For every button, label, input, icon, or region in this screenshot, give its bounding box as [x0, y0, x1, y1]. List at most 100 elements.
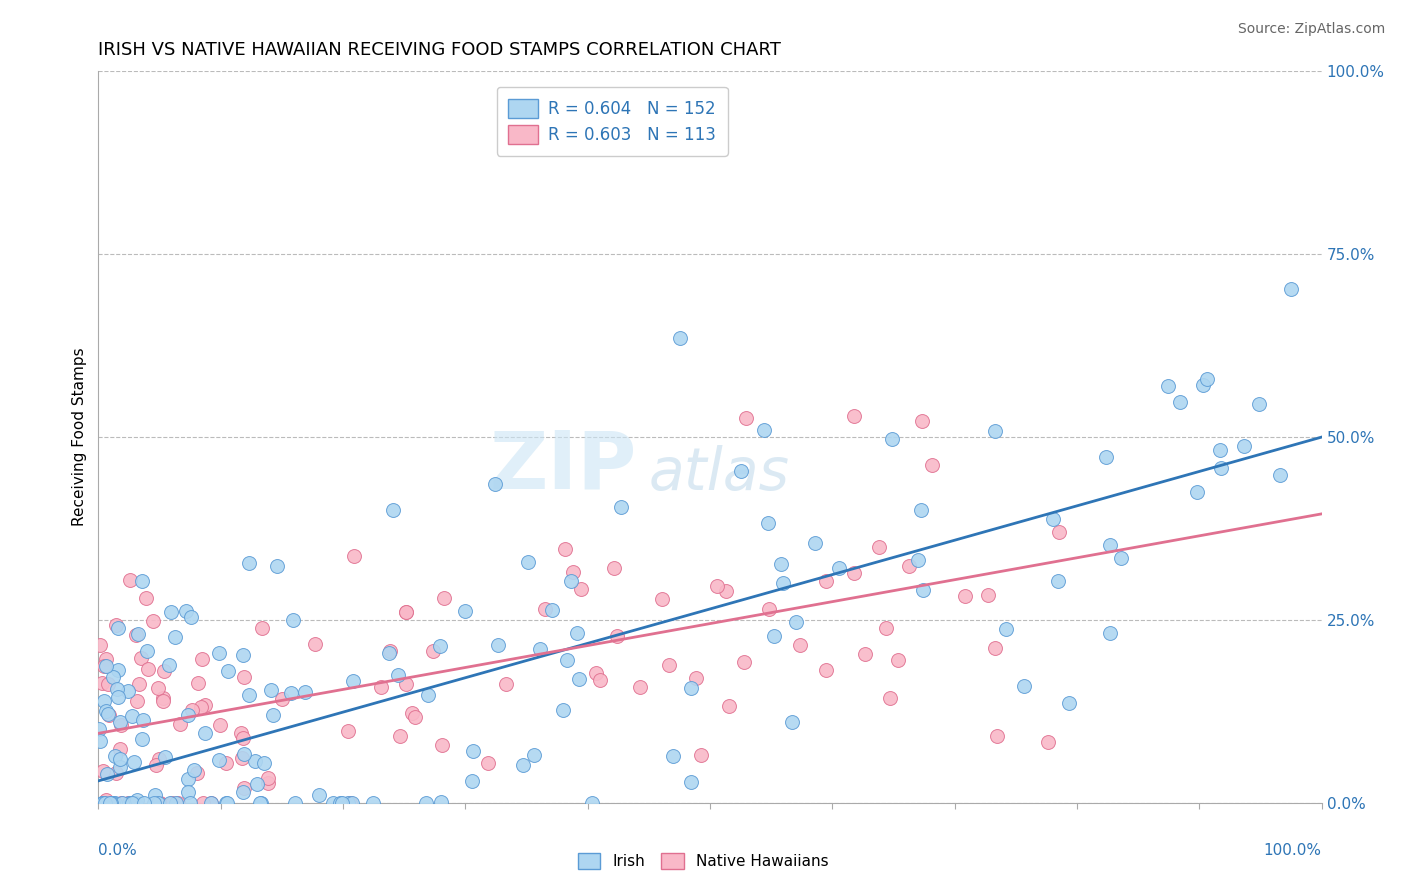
Point: [387, 667, 409, 681]
Point: [125, 694, 148, 708]
Point: [827, 560, 849, 574]
Point: [308, 788, 330, 802]
Point: [104, 617, 127, 632]
Point: [97, 796, 120, 810]
Point: [87, 722, 110, 736]
Point: [146, 681, 169, 695]
Point: [94, 796, 117, 810]
Point: [418, 688, 440, 702]
Point: [249, 796, 271, 810]
Point: [177, 785, 200, 799]
Point: [669, 330, 692, 344]
Point: [679, 681, 702, 696]
Point: [529, 642, 551, 657]
Point: [176, 707, 198, 722]
Point: [785, 615, 807, 629]
Point: [1059, 696, 1081, 710]
Point: [758, 602, 780, 616]
Text: IRISH VS NATIVE HAWAIIAN RECEIVING FOOD STAMPS CORRELATION CHART: IRISH VS NATIVE HAWAIIAN RECEIVING FOOD …: [98, 41, 782, 59]
Point: [200, 796, 222, 810]
Point: [159, 796, 181, 810]
Point: [1270, 467, 1292, 482]
Point: [718, 698, 741, 713]
Point: [157, 657, 180, 672]
Point: [100, 796, 122, 810]
Point: [433, 591, 456, 605]
Point: [100, 796, 122, 810]
Point: [1036, 735, 1059, 749]
Point: [190, 700, 212, 714]
Point: [875, 621, 897, 635]
Point: [257, 775, 280, 789]
Point: [101, 670, 124, 684]
Point: [122, 796, 145, 810]
Point: [104, 796, 127, 810]
Point: [169, 716, 191, 731]
Point: [122, 755, 145, 769]
Point: [256, 771, 278, 785]
Point: [281, 613, 304, 627]
Point: [461, 744, 484, 758]
Point: [94, 659, 117, 673]
Point: [229, 726, 252, 740]
Point: [91, 676, 114, 690]
Point: [1047, 574, 1070, 588]
Point: [127, 627, 149, 641]
Point: [238, 688, 260, 702]
Point: [153, 665, 176, 679]
Point: [541, 603, 564, 617]
Point: [378, 646, 401, 660]
Point: [238, 556, 260, 570]
Point: [145, 757, 167, 772]
Point: [149, 796, 172, 810]
Legend: Irish, Native Hawaiians: Irish, Native Hawaiians: [571, 847, 835, 875]
Point: [1279, 283, 1302, 297]
Point: [131, 574, 153, 589]
Point: [661, 749, 683, 764]
Point: [1247, 397, 1270, 411]
Point: [155, 750, 177, 764]
Point: [253, 756, 276, 770]
Point: [336, 724, 359, 739]
Point: [217, 664, 239, 678]
Point: [1209, 461, 1232, 475]
Point: [380, 644, 402, 658]
Point: [1012, 679, 1035, 693]
Point: [91, 796, 114, 810]
Point: [495, 677, 517, 691]
Text: 0.0%: 0.0%: [98, 843, 138, 858]
Point: [512, 757, 534, 772]
Point: [887, 653, 910, 667]
Point: [207, 646, 229, 660]
Point: [897, 559, 920, 574]
Point: [361, 796, 384, 810]
Point: [117, 796, 139, 810]
Point: [911, 582, 934, 597]
Point: [194, 698, 217, 713]
Point: [108, 714, 131, 729]
Point: [551, 703, 574, 717]
Point: [772, 576, 794, 591]
Point: [343, 549, 366, 563]
Point: [910, 503, 932, 517]
Point: [581, 796, 603, 810]
Point: [232, 785, 254, 799]
Point: [89, 734, 111, 748]
Point: [735, 410, 758, 425]
Point: [215, 796, 238, 810]
Point: [484, 476, 506, 491]
Point: [97, 677, 120, 691]
Point: [250, 796, 273, 810]
Point: [294, 684, 316, 698]
Point: [190, 652, 212, 666]
Point: [730, 464, 752, 478]
Point: [94, 652, 117, 666]
Point: [304, 637, 326, 651]
Point: [681, 775, 703, 789]
Point: [370, 680, 392, 694]
Point: [180, 703, 202, 717]
Point: [162, 796, 184, 810]
Point: [103, 796, 125, 810]
Point: [983, 424, 1005, 438]
Point: [165, 796, 187, 810]
